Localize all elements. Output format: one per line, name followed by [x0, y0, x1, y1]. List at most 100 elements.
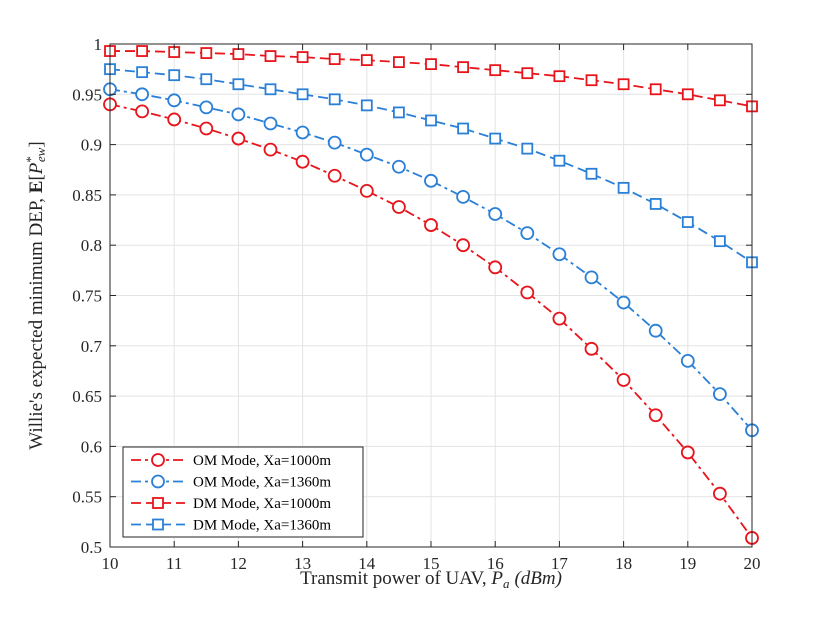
data-point — [167, 93, 182, 108]
y-tick-label: 0.8 — [81, 236, 102, 255]
data-point — [231, 131, 246, 146]
data-point — [199, 100, 214, 115]
data-point — [552, 311, 567, 326]
data-point — [168, 69, 181, 82]
data-point — [360, 54, 373, 66]
data-point — [424, 173, 438, 188]
data-point — [488, 260, 503, 275]
y-axis-label-bold: E — [26, 181, 47, 194]
y-tick-label: 0.85 — [72, 186, 102, 205]
legend-label: OM Mode, Xa=1360m — [193, 475, 331, 491]
x-tick-label: 12 — [230, 554, 247, 573]
y-tick-label: 0.6 — [81, 437, 102, 456]
x-tick-label: 19 — [679, 554, 696, 573]
x-tick-label: 17 — [551, 554, 569, 573]
data-point — [489, 64, 502, 77]
data-point — [264, 83, 277, 96]
data-point — [521, 67, 534, 80]
data-point — [553, 70, 566, 83]
legend-item: DM Mode, Xa=1360m — [131, 518, 331, 534]
x-axis-label-symbol: P — [490, 568, 503, 589]
data-point — [391, 200, 406, 214]
legend-marker — [152, 497, 164, 509]
data-point — [263, 142, 278, 157]
data-point — [681, 216, 694, 228]
x-tick-label: 11 — [166, 554, 182, 573]
data-point — [521, 142, 534, 155]
data-point — [232, 48, 245, 60]
data-point — [649, 83, 662, 96]
y-axis-label-superscript: * — [23, 156, 38, 163]
data-point — [231, 107, 246, 122]
x-tick-label: 20 — [744, 554, 761, 573]
data-point — [680, 353, 695, 368]
data-point — [264, 50, 277, 62]
data-point — [199, 121, 214, 136]
data-point — [585, 74, 598, 87]
data-point — [616, 295, 631, 310]
data-point — [714, 235, 726, 248]
data-point — [585, 167, 598, 180]
data-point — [360, 99, 373, 112]
data-point — [520, 226, 535, 241]
data-point — [359, 183, 374, 198]
x-tick-label: 13 — [294, 554, 311, 573]
series-group — [103, 45, 759, 545]
data-point — [617, 78, 630, 91]
series-line — [109, 88, 753, 431]
data-point — [713, 486, 727, 501]
data-point — [200, 73, 213, 86]
y-tick-label: 0.95 — [72, 85, 102, 104]
data-point — [457, 61, 470, 74]
data-point — [649, 198, 662, 210]
legend-label: DM Mode, Xa=1360m — [193, 518, 331, 534]
x-axis-label-unit: (dBm) — [514, 568, 561, 589]
x-tick-label: 10 — [102, 554, 119, 573]
legend-marker — [152, 518, 164, 531]
data-point — [648, 323, 663, 338]
y-axis-label-symbol: P — [26, 162, 47, 175]
legend-item: OM Mode, Xa=1000m — [131, 453, 331, 469]
series-2 — [103, 82, 759, 438]
x-tick-label: 16 — [487, 554, 504, 573]
y-tick-label: 0.65 — [72, 387, 102, 406]
y-axis-label-open: [ — [26, 174, 47, 180]
data-point — [327, 168, 342, 183]
y-tick-label: 0.55 — [72, 488, 102, 507]
data-point — [456, 238, 471, 253]
data-point — [489, 132, 502, 145]
data-point — [424, 218, 438, 232]
y-axis-label: Willie's expected minimum DEP, E[P*ew] — [23, 141, 48, 449]
y-axis-label-main: Willie's expected minimum DEP, — [26, 193, 47, 449]
x-tick-label: 18 — [615, 554, 632, 573]
legend-marker — [151, 453, 165, 467]
y-tick-label: 0.9 — [81, 136, 102, 155]
legend-marker — [151, 474, 165, 489]
data-point — [617, 181, 630, 194]
y-tick-label: 0.75 — [72, 287, 102, 306]
y-tick-label: 0.5 — [81, 538, 102, 557]
data-point — [200, 47, 213, 59]
data-point — [263, 116, 278, 131]
data-point — [392, 56, 405, 69]
data-point — [232, 78, 245, 91]
y-tick-label: 1 — [94, 35, 103, 54]
x-axis-label-subscript: a — [503, 576, 510, 591]
data-point — [714, 94, 726, 107]
series-line — [109, 68, 753, 264]
data-point — [648, 408, 663, 423]
legend-item: OM Mode, Xa=1360m — [131, 475, 331, 491]
data-point — [456, 190, 471, 204]
data-point — [488, 207, 503, 221]
y-tick-label: 0.7 — [81, 337, 103, 356]
data-point — [295, 154, 310, 169]
data-point — [425, 58, 437, 71]
series-4 — [104, 63, 758, 269]
data-point — [328, 53, 341, 65]
data-point — [136, 66, 149, 79]
data-point — [553, 154, 566, 167]
series-1 — [103, 97, 759, 545]
data-point — [520, 285, 535, 300]
legend-label: DM Mode, Xa=1000m — [193, 496, 331, 512]
x-axis-label: Transmit power of UAV, Pa (dBm) — [300, 568, 562, 591]
